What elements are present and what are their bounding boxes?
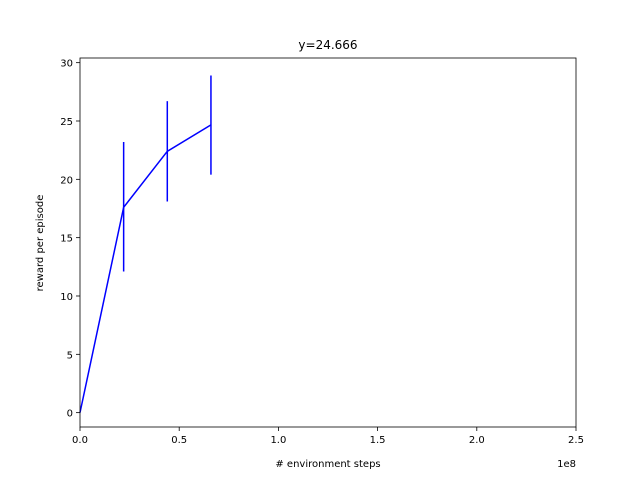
axes-layer: 0.0 0.5 1.0 1.5 2.0 2.5 0 5 10 15 20 25 30 [60,57,584,446]
y-tick-label: 10 [60,292,73,303]
y-tick-label: 25 [60,117,73,128]
y-tick-label: 15 [60,234,73,245]
y-tick-label: 0 [67,409,73,420]
x-tick-label: 2.0 [469,435,485,446]
y-tick-label: 5 [67,350,73,361]
chart-title: y=24.666 [298,38,357,52]
x-axis-label: # environment steps [275,459,380,470]
x-tick-label: 1.5 [370,435,386,446]
x-tick-label: 1.0 [270,435,286,446]
y-tick-label: 30 [60,59,73,70]
x-tick-label: 2.5 [568,435,584,446]
x-tick-label: 0.5 [171,435,187,446]
series-layer [79,75,212,413]
y-tick-label: 20 [60,175,73,186]
x-tick-label: 0.0 [72,435,88,446]
plot-frame [79,57,577,428]
x-axis-offset-label: 1e8 [557,459,576,470]
y-axis-label: reward per episode [35,195,46,292]
series-line [79,124,212,413]
